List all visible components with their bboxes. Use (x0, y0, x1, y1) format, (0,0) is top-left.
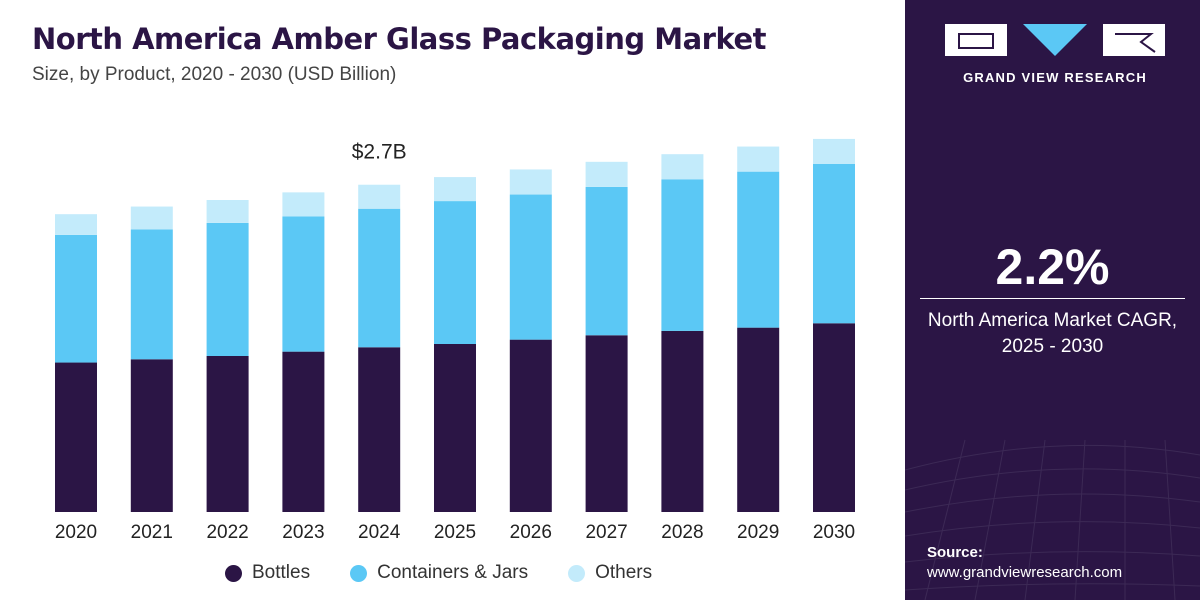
stacked-bar-chart: 2020 2021 2022 2023 2024 $2.7B 2025 2026 2027 202… (55, 138, 855, 543)
x-tick-label-2020: 2020 (55, 522, 97, 543)
cagr-label-line1: North America Market CAGR, (927, 310, 1178, 331)
bar-containers-jars-2030 (813, 164, 855, 324)
bar-others-2021 (130, 206, 173, 230)
bar-containers-jars-2023 (282, 216, 325, 352)
source-link[interactable]: www.grandviewresearch.com (927, 564, 1123, 581)
bar-bottles-2020 (55, 362, 97, 512)
legend-swatch-containers-jars (350, 564, 368, 582)
bar-containers-jars-2029 (737, 171, 780, 328)
annotation-label-2024: $2.7B (352, 141, 407, 164)
brand-logo: GRAND VIEW RESEARCH (945, 22, 1165, 85)
bar-containers-jars-2022 (206, 222, 249, 356)
bar-containers-jars-2024 (358, 208, 401, 348)
legend-label-others: Others (595, 562, 653, 583)
bar-others-2027 (585, 161, 628, 187)
chart-legend: Bottles Containers & Jars Others (225, 562, 692, 584)
bar-bottles-2028 (661, 330, 704, 512)
bar-others-2026 (509, 169, 552, 195)
cagr-label: North America Market CAGR, 2025 - 2030 (905, 308, 1200, 360)
legend-swatch-others (568, 564, 586, 582)
chart-subtitle: Size, by Product, 2020 - 2030 (USD Billi… (32, 64, 397, 85)
legend-item-others: Others (568, 562, 652, 584)
bar-containers-jars-2025 (434, 201, 476, 344)
bar-bottles-2023 (282, 351, 325, 512)
bar-others-2029 (737, 146, 780, 172)
chart-area: North America Amber Glass Packaging Mark… (32, 22, 856, 584)
x-tick-label-2025: 2025 (434, 522, 476, 543)
bar-others-2022 (206, 200, 249, 223)
bar-containers-jars-2020 (55, 234, 97, 363)
legend-item-bottles: Bottles (225, 562, 310, 584)
sidebar-panel: GRAND VIEW RESEARCH 2.2% North America M… (905, 0, 1200, 600)
x-tick-label-2023: 2023 (282, 522, 324, 543)
x-tick-label-2026: 2026 (510, 522, 552, 543)
bar-containers-jars-2027 (585, 186, 628, 336)
bar-others-2020 (55, 214, 97, 235)
legend-label-bottles: Bottles (252, 562, 311, 583)
bar-bottles-2029 (737, 327, 780, 512)
bar-bottles-2025 (434, 344, 476, 512)
bar-bottles-2030 (813, 323, 855, 512)
bar-bottles-2026 (509, 339, 552, 512)
bar-containers-jars-2028 (661, 179, 704, 331)
bar-others-2025 (434, 177, 476, 202)
bar-bottles-2022 (206, 356, 249, 512)
x-tick-label-2024: 2024 (358, 522, 401, 543)
legend-label-containers-jars: Containers & Jars (377, 562, 529, 583)
bar-bottles-2027 (585, 335, 628, 512)
source-label: Source: (927, 544, 983, 561)
legend-item-containers-jars: Containers & Jars (350, 562, 528, 584)
bar-bottles-2021 (130, 359, 173, 512)
x-tick-label-2021: 2021 (131, 522, 173, 543)
brand-name: GRAND VIEW RESEARCH (963, 70, 1147, 85)
cagr-label-line2: 2025 - 2030 (1001, 336, 1104, 357)
x-tick-label-2030: 2030 (813, 522, 855, 543)
x-tick-label-2027: 2027 (585, 522, 627, 543)
gvr-logo-icon (945, 24, 1165, 56)
bar-others-2023 (282, 192, 325, 217)
bar-others-2030 (813, 138, 855, 164)
decorative-grid-background (905, 439, 1200, 600)
bar-bottles-2024 (358, 347, 401, 512)
divider (920, 298, 1185, 299)
legend-swatch-bottles (225, 564, 242, 582)
bar-containers-jars-2026 (509, 194, 552, 340)
bar-containers-jars-2021 (130, 229, 173, 360)
chart-title: North America Amber Glass Packaging Mark… (32, 22, 767, 56)
bar-others-2028 (661, 154, 704, 180)
x-tick-label-2022: 2022 (206, 522, 248, 543)
source-block: Source: www.grandviewresearch.com (927, 544, 1122, 581)
x-tick-label-2028: 2028 (661, 522, 703, 543)
cagr-value: 2.2% (995, 239, 1110, 295)
x-tick-label-2029: 2029 (737, 522, 779, 543)
bar-others-2024 (358, 184, 401, 209)
